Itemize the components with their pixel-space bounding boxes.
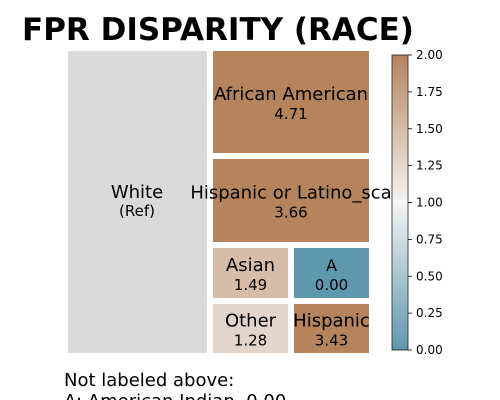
colorbar-tick-label: 0.25 <box>416 306 443 320</box>
colorbar-tick-label: 1.50 <box>416 122 443 136</box>
cell-rect <box>213 304 288 353</box>
colorbar-tick-label: 1.00 <box>416 196 443 210</box>
treemap-cell-a: A0.00 <box>294 248 369 298</box>
cell-label: African American <box>214 84 368 105</box>
cell-value: 4.71 <box>274 105 307 123</box>
colorbar: 0.00 0.25 0.50 0.75 1.00 1.25 1.50 1.75 2.00 <box>391 48 443 357</box>
cell-value: 3.43 <box>315 332 348 350</box>
footnote: Not labeled above: A: American Indian, 0… <box>64 370 286 400</box>
footnote-heading: Not labeled above: <box>64 370 234 391</box>
colorbar-tick-label: 0.00 <box>416 343 443 357</box>
footnote-line: A: American Indian, 0.00 <box>64 391 286 400</box>
cell-rect <box>213 159 369 242</box>
colorbar-tick-label: 0.75 <box>416 232 443 246</box>
cell-value: 3.66 <box>274 204 307 222</box>
cell-value: 0.00 <box>315 276 348 294</box>
colorbar-tick-label: 1.75 <box>416 85 443 99</box>
cell-rect <box>213 248 288 298</box>
cell-rect <box>213 51 369 153</box>
chart-title: FPR DISPARITY (RACE) <box>22 12 414 48</box>
cell-rect <box>294 248 369 298</box>
cell-label: Other <box>225 311 277 332</box>
colorbar-gradient <box>391 54 409 351</box>
cell-label: Asian <box>226 255 275 276</box>
cell-label: A <box>326 256 337 275</box>
reference-label: White <box>111 182 163 203</box>
cell-value: 1.49 <box>234 276 267 294</box>
cell-rect <box>294 304 369 353</box>
cell-value: 1.28 <box>234 332 267 350</box>
cell-label: Hispanic or Latino_sca <box>190 183 391 204</box>
cell-label: Hispanic <box>293 311 370 332</box>
colorbar-tick-label: 1.25 <box>416 159 443 173</box>
colorbar-tick-label: 2.00 <box>416 48 443 62</box>
reference-cell-white: White (Ref) <box>68 51 207 353</box>
colorbar-tick-label: 0.50 <box>416 269 443 283</box>
reference-sublabel: (Ref) <box>119 202 155 220</box>
